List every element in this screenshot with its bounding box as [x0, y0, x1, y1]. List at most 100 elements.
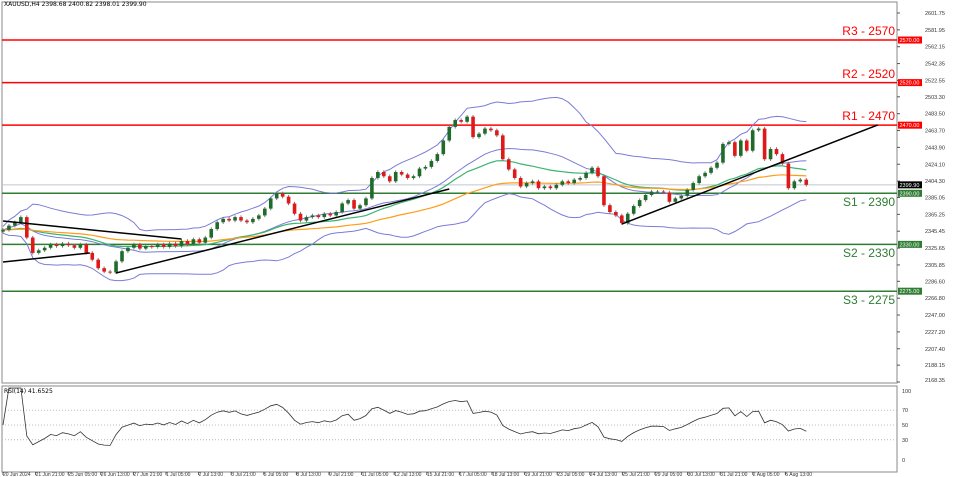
y-tick-label: 2562.15 [925, 45, 945, 51]
candle-bullish [727, 142, 731, 144]
moving-average-slow [2, 174, 807, 243]
candle-bearish [512, 169, 517, 178]
candle-bullish [304, 217, 309, 221]
y-tick-label: 2483.50 [925, 112, 945, 118]
candle-bullish [126, 247, 130, 252]
candle-bullish [19, 217, 23, 223]
x-tick-label: 9 Jul 21:00 [329, 472, 354, 477]
candle-bullish [429, 160, 434, 167]
x-tick-label: 21 Jun 21:00 [36, 472, 65, 477]
candle-bearish [780, 154, 785, 164]
rsi-axis-label: 50 [902, 423, 908, 429]
candle-bullish [167, 243, 172, 247]
candle-bearish [245, 220, 249, 223]
candle-bullish [48, 244, 53, 248]
x-tick-label: 27 Jun 21:00 [133, 472, 162, 477]
y-tick-label: 2266.80 [925, 296, 945, 302]
x-tick-label: 26 Jun 13:00 [101, 472, 130, 477]
candle-bullish [36, 250, 41, 253]
rsi-axis-label: 70 [902, 408, 908, 414]
candle-bearish [90, 252, 95, 260]
y-tick-label: 2247.00 [925, 313, 945, 319]
candle-bullish [257, 215, 261, 219]
candle-bullish [370, 177, 374, 199]
candle-bullish [679, 195, 684, 199]
candle-bullish [358, 205, 362, 209]
level-label: S2 - 2330 [842, 246, 895, 261]
candle-bullish [423, 166, 428, 169]
candle-bullish [179, 240, 184, 247]
candle-bullish [768, 149, 773, 160]
candle-bullish [322, 213, 327, 218]
y-tick-label: 2168.35 [925, 378, 945, 384]
candle-bearish [399, 172, 404, 175]
candle-bearish [161, 244, 166, 247]
candle-bullish [346, 200, 350, 204]
candle-bearish [328, 213, 333, 216]
candle-bullish [435, 154, 440, 161]
candle-bearish [489, 128, 493, 131]
candle-bearish [495, 130, 499, 136]
candle-bullish [334, 212, 338, 216]
trendline [621, 124, 878, 225]
trendline [2, 252, 90, 263]
x-tick-label: 30 Jul 13:00 [688, 472, 715, 477]
level-label: S3 - 2275 [842, 293, 895, 308]
y-tick-label: 2227.20 [925, 330, 945, 336]
candle-bearish [459, 120, 463, 122]
candle-bullish [673, 198, 678, 202]
candle-bullish [530, 181, 535, 184]
candle-bearish [102, 268, 106, 272]
candle-bearish [382, 172, 386, 177]
candle-bullish [191, 239, 196, 245]
candle-bullish [756, 128, 761, 131]
x-tick-label: 25 Jul 21:00 [622, 472, 649, 477]
level-price-tag: 2470.00 [900, 123, 920, 129]
candle-bullish [340, 203, 344, 213]
candle-bullish [685, 189, 690, 196]
candle-bearish [733, 142, 737, 156]
candle-bullish [376, 172, 380, 178]
rsi-axis-label: 30 [902, 438, 908, 444]
level-price-tag: 2275.00 [900, 289, 920, 295]
candle-bullish [13, 222, 17, 226]
candle-bullish [625, 213, 630, 224]
price-tag-bg [898, 287, 922, 295]
candle-bearish [30, 237, 35, 253]
x-tick-label: 18 Jul 13:00 [492, 472, 519, 477]
candle-bearish [280, 193, 285, 197]
rsi-pane-frame [1, 385, 898, 473]
candle-bullish [60, 243, 65, 247]
candle-bullish [798, 179, 803, 182]
price-tag-bg [898, 36, 922, 44]
rsi-label: RSI(14) 41.6525 [4, 388, 53, 395]
candle-bullish [631, 206, 636, 214]
price-tag-bg [898, 240, 922, 248]
y-tick-label: 2365.25 [925, 212, 945, 218]
x-tick-label: 11 Jul 05:00 [362, 472, 389, 477]
x-tick-label: 2 Aug 05:00 [753, 472, 780, 477]
x-tick-label: 19 Jul 21:00 [525, 472, 552, 477]
current-price-tag-bg [898, 181, 922, 189]
candle-bullish [114, 261, 118, 273]
x-tick-label: 31 Jul 21:00 [720, 472, 747, 477]
x-tick-label: 8 Jul 13:00 [296, 472, 321, 477]
candle-bullish [221, 218, 225, 223]
y-tick-label: 2305.85 [925, 263, 945, 269]
candle-bearish [566, 181, 571, 184]
candle-bearish [614, 212, 618, 216]
x-tick-label: 2 Jul 13:00 [199, 472, 224, 477]
candle-bearish [501, 135, 505, 160]
candle-bullish [637, 200, 642, 207]
candle-bearish [72, 245, 77, 248]
candle-bullish [542, 186, 547, 189]
level-price-tag: 2390.00 [900, 191, 920, 197]
x-tick-label: 29 Jul 05:00 [655, 472, 682, 477]
candle-bullish [697, 176, 701, 184]
candle-bearish [786, 163, 791, 189]
y-tick-label: 2345.45 [925, 229, 945, 235]
candle-bearish [138, 244, 142, 249]
x-tick-label: 17 Jul 05:00 [459, 472, 486, 477]
candle-bullish [703, 172, 707, 177]
